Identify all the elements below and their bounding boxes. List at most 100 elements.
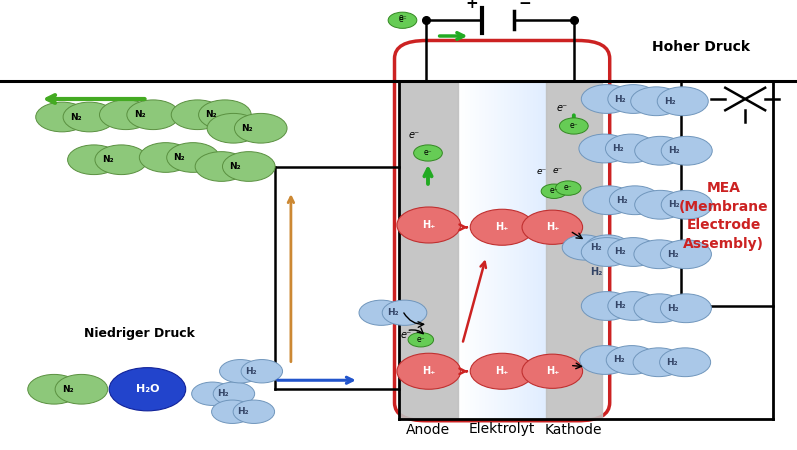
Circle shape [167, 143, 219, 172]
Text: H₊: H₊ [496, 366, 508, 376]
Circle shape [36, 102, 88, 132]
Text: Kathode: Kathode [545, 423, 603, 436]
Circle shape [522, 210, 583, 244]
Circle shape [541, 184, 567, 198]
Text: Niedriger Druck: Niedriger Druck [84, 327, 195, 339]
Circle shape [100, 100, 152, 130]
Text: e⁻: e⁻ [553, 166, 563, 175]
Text: H₂: H₂ [667, 250, 678, 259]
Circle shape [661, 240, 712, 269]
Circle shape [28, 374, 80, 404]
Circle shape [68, 145, 120, 175]
Text: H₂: H₂ [616, 196, 627, 205]
Text: H₊: H₊ [496, 222, 508, 232]
Circle shape [608, 238, 659, 266]
Text: N₂: N₂ [62, 385, 73, 394]
Circle shape [634, 240, 685, 269]
Circle shape [198, 100, 251, 130]
Text: H₂: H₂ [667, 304, 678, 313]
Circle shape [109, 368, 186, 411]
Circle shape [607, 346, 658, 374]
Text: H₂: H₂ [245, 367, 257, 376]
Circle shape [579, 346, 630, 374]
Text: H₂: H₂ [666, 358, 677, 367]
Circle shape [397, 207, 461, 243]
Circle shape [583, 186, 634, 215]
Circle shape [581, 85, 632, 113]
Text: e⁻: e⁻ [570, 121, 578, 130]
Text: Hoher Druck: Hoher Druck [653, 40, 750, 54]
Circle shape [662, 136, 713, 165]
Text: e⁻: e⁻ [556, 103, 567, 113]
Circle shape [581, 292, 632, 320]
Text: H₂: H₂ [613, 356, 624, 364]
Text: N₂: N₂ [241, 124, 253, 133]
Circle shape [470, 209, 534, 245]
Text: H₂: H₂ [614, 302, 626, 310]
Text: +: + [465, 0, 478, 11]
Circle shape [214, 382, 255, 405]
Circle shape [634, 294, 685, 323]
Text: Elektrolyt: Elektrolyt [469, 423, 536, 436]
Circle shape [207, 113, 260, 143]
Text: e⁻: e⁻ [417, 335, 425, 344]
Circle shape [95, 145, 147, 175]
Circle shape [191, 382, 233, 405]
Text: H₂: H₂ [664, 97, 675, 106]
Circle shape [470, 353, 534, 389]
Circle shape [608, 292, 659, 320]
Circle shape [586, 235, 630, 260]
Text: H₂: H₂ [238, 407, 249, 416]
Text: N₂: N₂ [174, 153, 185, 162]
Circle shape [610, 186, 661, 215]
Circle shape [383, 300, 427, 325]
Circle shape [359, 300, 403, 325]
Text: H₊: H₊ [422, 220, 435, 230]
Text: H₂: H₂ [668, 146, 679, 155]
Text: H₂O: H₂O [135, 384, 159, 394]
Circle shape [556, 181, 581, 195]
Text: e⁻: e⁻ [537, 167, 547, 176]
Text: H₊: H₊ [546, 222, 559, 232]
Circle shape [408, 333, 434, 347]
Circle shape [606, 134, 657, 163]
Text: H₂: H₂ [387, 308, 398, 317]
Circle shape [388, 12, 417, 28]
Circle shape [581, 238, 632, 266]
Circle shape [397, 353, 461, 389]
Text: H₂: H₂ [590, 267, 603, 277]
Text: e⁻: e⁻ [398, 15, 406, 24]
Text: e⁻: e⁻ [398, 14, 406, 22]
Text: Anode: Anode [406, 423, 450, 436]
Circle shape [211, 400, 253, 423]
Circle shape [219, 360, 261, 383]
Text: N₂: N₂ [134, 110, 145, 119]
Circle shape [222, 152, 275, 181]
Text: e⁻: e⁻ [550, 186, 558, 195]
Text: H₂: H₂ [614, 248, 626, 256]
Text: e⁻: e⁻ [401, 330, 412, 340]
Circle shape [630, 87, 681, 116]
Circle shape [127, 100, 179, 130]
Circle shape [139, 143, 192, 172]
Circle shape [522, 354, 583, 388]
Circle shape [579, 134, 630, 163]
Text: N₂: N₂ [230, 162, 241, 171]
Text: −: − [518, 0, 531, 11]
Circle shape [234, 113, 287, 143]
Text: H₂: H₂ [591, 243, 602, 252]
Text: H₂: H₂ [218, 389, 229, 398]
Text: MEA
(Membrane
Electrode
Assembly): MEA (Membrane Electrode Assembly) [679, 181, 768, 251]
Circle shape [559, 118, 588, 134]
Circle shape [562, 235, 607, 260]
Circle shape [658, 87, 709, 116]
Circle shape [662, 190, 713, 219]
Circle shape [608, 85, 659, 113]
Text: H₂: H₂ [668, 200, 679, 209]
Circle shape [414, 145, 442, 161]
Circle shape [55, 374, 108, 404]
Text: e⁻: e⁻ [409, 130, 420, 140]
Circle shape [634, 190, 685, 219]
Circle shape [633, 348, 684, 377]
Text: H₂: H₂ [614, 94, 626, 104]
